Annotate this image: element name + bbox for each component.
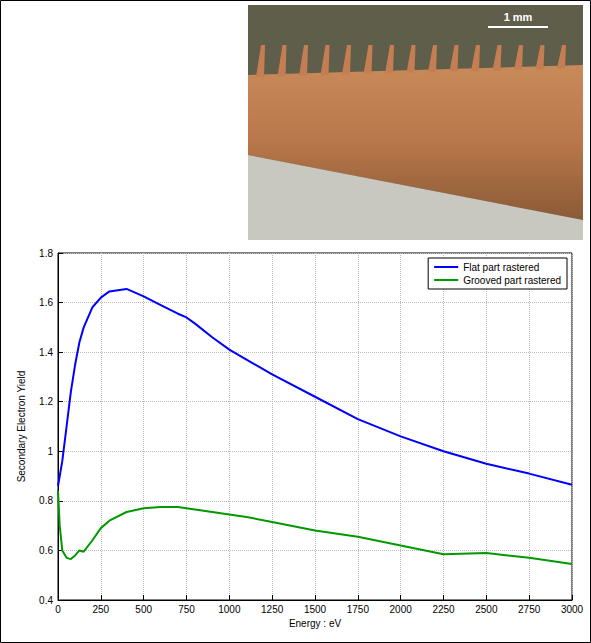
svg-text:250: 250	[92, 604, 109, 615]
svg-text:1.6: 1.6	[39, 297, 53, 308]
svg-text:Energy : eV: Energy : eV	[289, 618, 342, 629]
svg-text:2750: 2750	[518, 604, 541, 615]
svg-text:1.8: 1.8	[39, 248, 53, 259]
svg-text:Grooved part rastered: Grooved part rastered	[463, 275, 561, 286]
svg-text:0.8: 0.8	[39, 495, 53, 506]
svg-text:1.2: 1.2	[39, 396, 53, 407]
svg-text:1 mm: 1 mm	[504, 11, 533, 23]
svg-text:3000: 3000	[561, 604, 584, 615]
svg-text:1500: 1500	[304, 604, 327, 615]
svg-text:750: 750	[178, 604, 195, 615]
svg-text:0.4: 0.4	[39, 595, 53, 606]
svg-text:1750: 1750	[347, 604, 370, 615]
svg-text:500: 500	[135, 604, 152, 615]
svg-text:1000: 1000	[218, 604, 241, 615]
svg-text:0.6: 0.6	[39, 545, 53, 556]
svg-text:2250: 2250	[432, 604, 455, 615]
svg-text:1: 1	[47, 446, 53, 457]
svg-text:2500: 2500	[475, 604, 498, 615]
svg-text:0: 0	[55, 604, 61, 615]
svg-text:1250: 1250	[261, 604, 284, 615]
svg-text:2000: 2000	[390, 604, 413, 615]
svg-text:Secondary Electron Yield: Secondary Electron Yield	[16, 371, 27, 483]
svg-text:1.4: 1.4	[39, 347, 53, 358]
svg-text:Flat part rastered: Flat part rastered	[463, 262, 539, 273]
